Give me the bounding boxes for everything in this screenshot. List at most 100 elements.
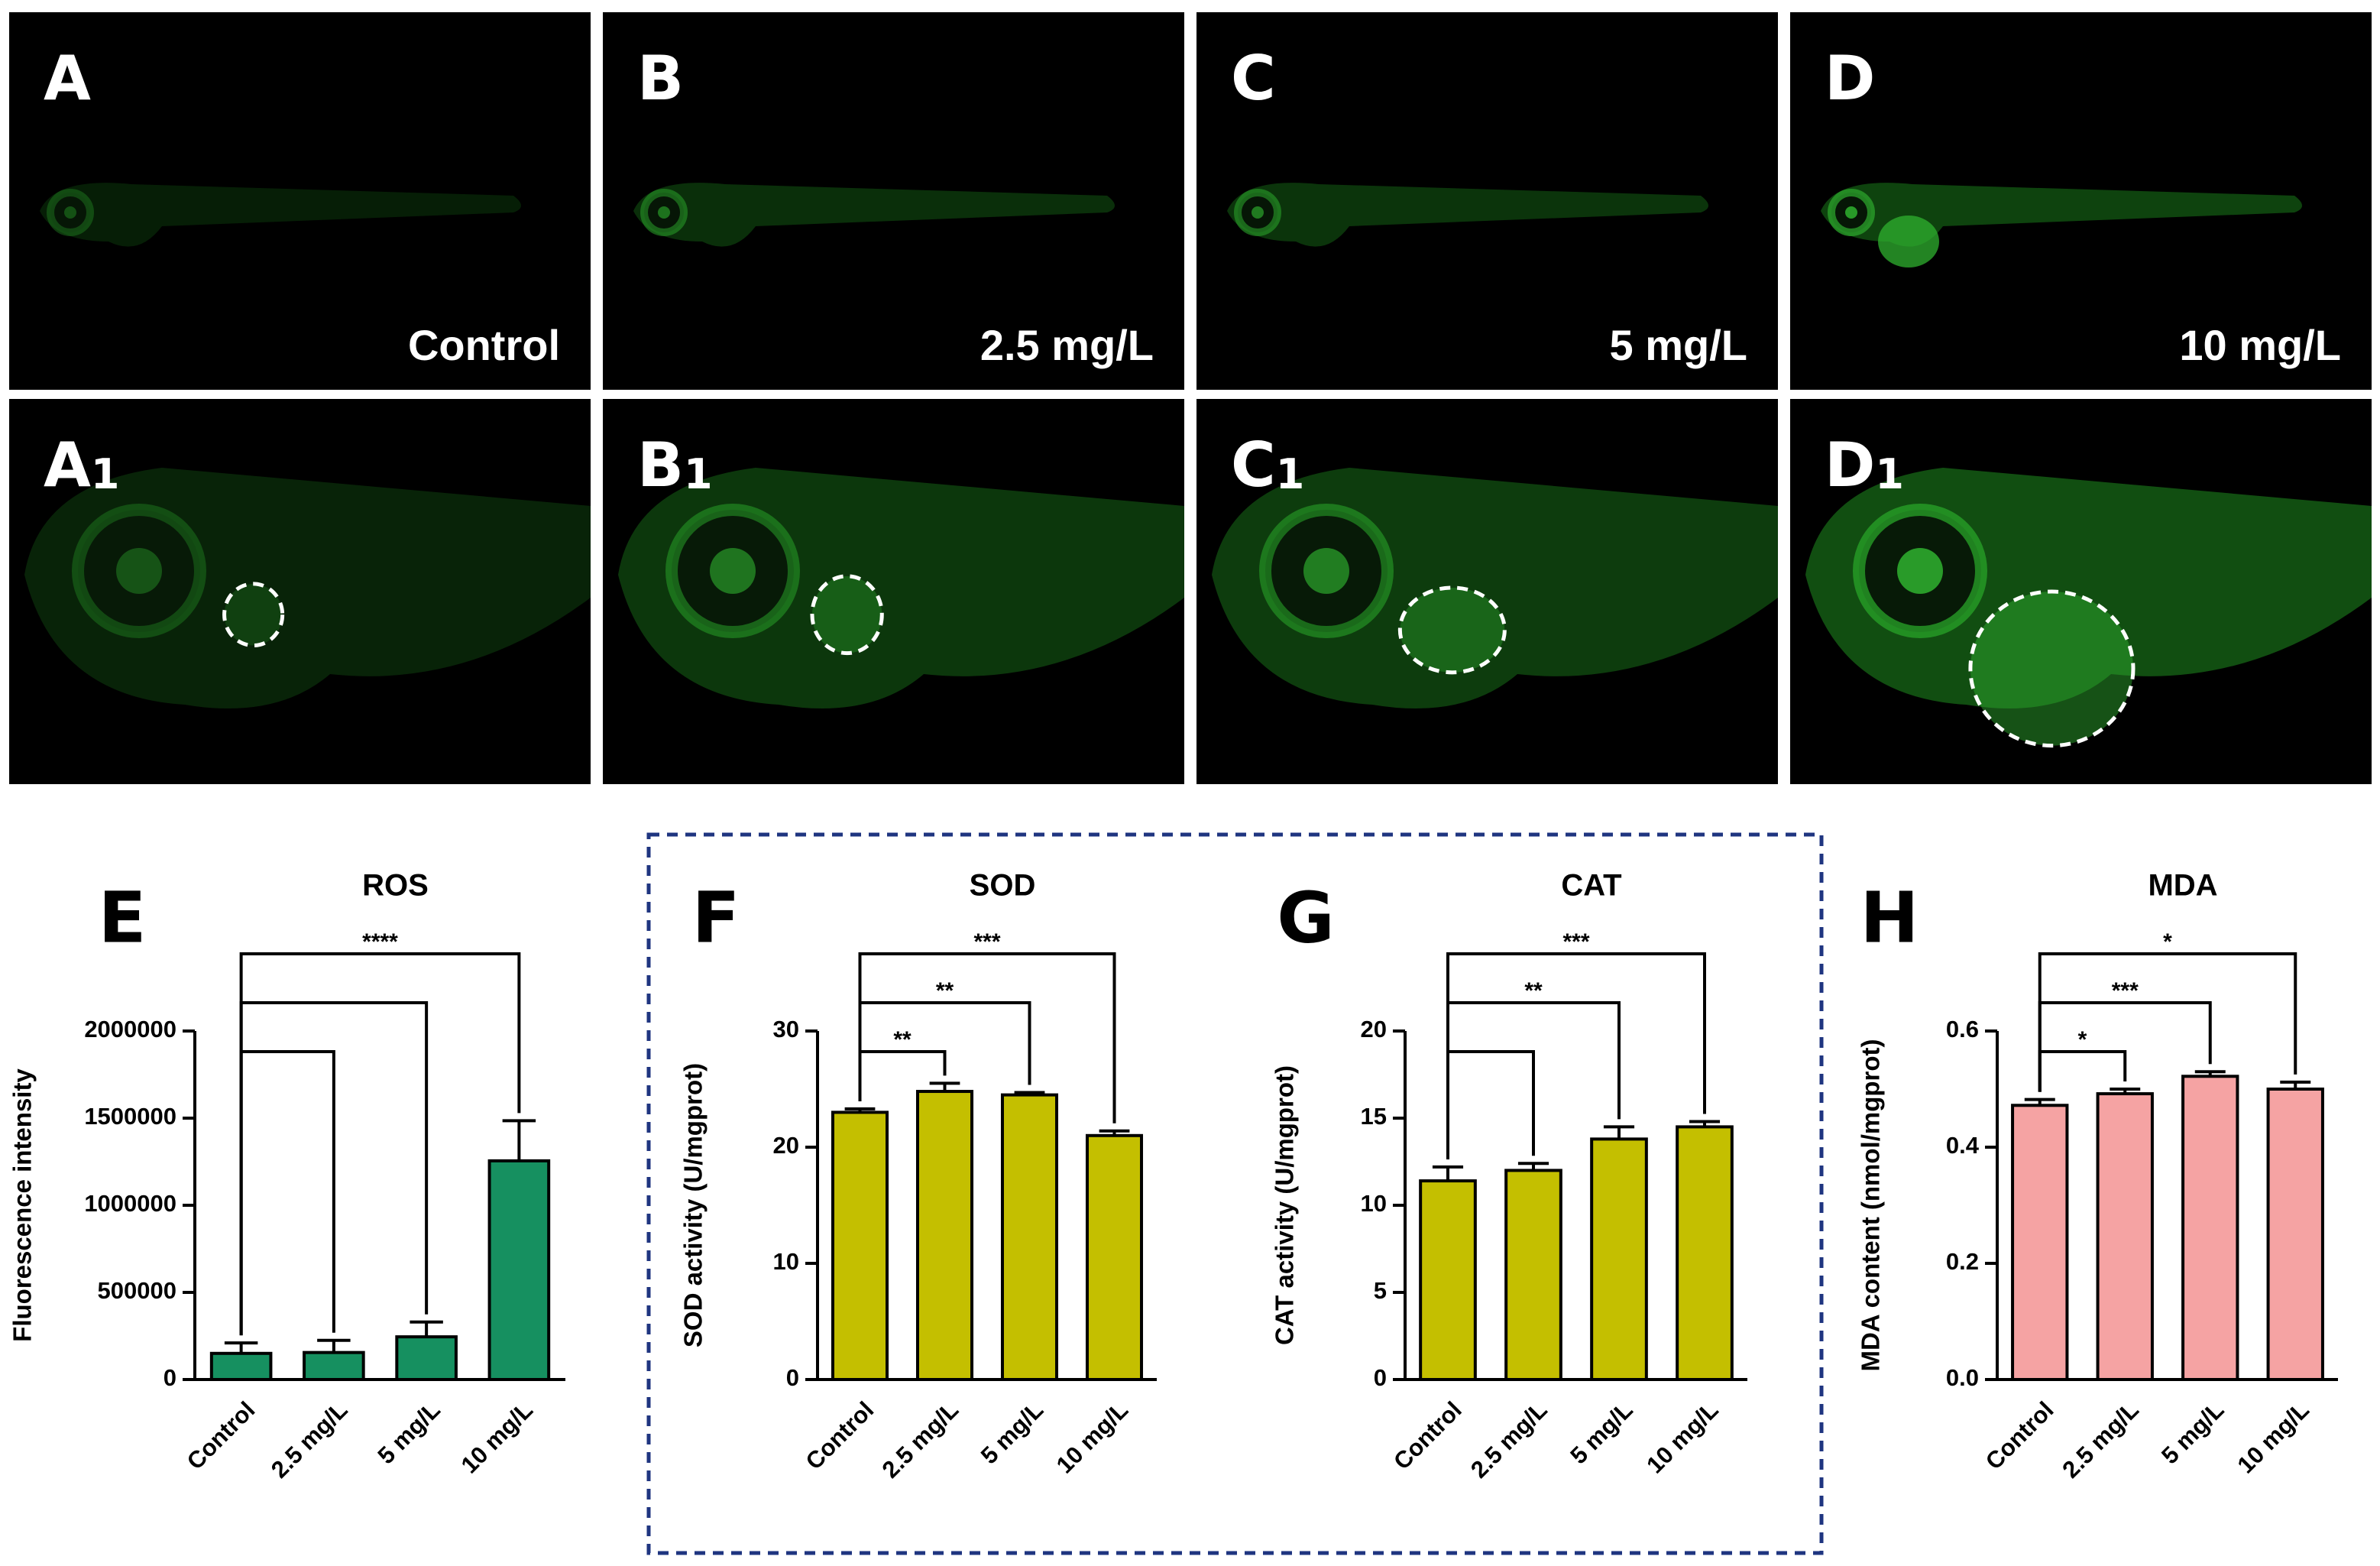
fish-pupil xyxy=(1303,548,1349,594)
fish-eye xyxy=(72,504,206,638)
y-tick-label: 500000 xyxy=(98,1277,176,1304)
y-axis-label: SOD activity (U/mgprot) xyxy=(679,1063,708,1347)
chart-title: CAT xyxy=(1561,869,1621,903)
image-background xyxy=(9,12,591,390)
significance-label: *** xyxy=(973,929,1000,955)
image-caption: 5 mg/L xyxy=(1610,321,1747,369)
fish-pupil xyxy=(1845,206,1857,219)
bar xyxy=(831,1110,889,1382)
y-tick-label: 20 xyxy=(1361,1016,1387,1042)
image-background xyxy=(1790,12,2372,390)
image-background xyxy=(603,12,1184,390)
bar xyxy=(487,1159,551,1381)
x-tick-label: 10 mg/L xyxy=(1641,1396,1724,1479)
zoom-panel: C1 xyxy=(1196,399,1778,784)
y-axis-label: CAT activity (U/mgprot) xyxy=(1271,1065,1299,1345)
image-label: B1 xyxy=(637,430,713,501)
image-label: D1 xyxy=(1825,430,1904,501)
bar xyxy=(2011,1104,2069,1382)
image-caption: Control xyxy=(408,321,560,369)
chart-title: SOD xyxy=(970,869,1036,903)
fish-pupil xyxy=(116,548,162,594)
y-tick-label: 2000000 xyxy=(84,1016,176,1042)
x-tick-label: 5 mg/L xyxy=(1565,1396,1637,1469)
significance-label: ** xyxy=(1524,978,1543,1003)
bar xyxy=(1085,1133,1144,1382)
y-tick-label: 0.4 xyxy=(1946,1132,1980,1159)
significance-bracket xyxy=(2038,1050,2127,1092)
fish-body xyxy=(633,183,1115,247)
y-tick-label: 30 xyxy=(773,1016,799,1042)
fish-body xyxy=(1227,183,1708,247)
label-subscript: 1 xyxy=(1276,450,1305,498)
x-tick-label: 5 mg/L xyxy=(976,1396,1048,1469)
label-letter: B xyxy=(637,430,684,501)
yolk-outline xyxy=(1968,589,2136,748)
panel-letter: E xyxy=(99,877,147,958)
bar xyxy=(303,1350,365,1382)
fish-yolk xyxy=(1878,216,1939,267)
significance-label: *** xyxy=(1562,929,1589,955)
image-label: C1 xyxy=(1231,430,1304,501)
panel-letter: H xyxy=(1860,877,1919,958)
bar xyxy=(395,1335,458,1382)
significance-bracket xyxy=(2038,952,2297,1092)
significance-bracket xyxy=(1446,1050,1535,1159)
bar xyxy=(2096,1092,2154,1381)
bar xyxy=(1590,1137,1648,1381)
y-tick-label: 15 xyxy=(1361,1103,1387,1130)
y-tick-label: 20 xyxy=(773,1132,799,1159)
y-tick-label: 0.6 xyxy=(1946,1016,1979,1042)
y-tick-label: 10 xyxy=(1361,1190,1387,1217)
significance-label: * xyxy=(2163,929,2172,955)
x-tick-label: 5 mg/L xyxy=(2156,1396,2229,1469)
y-tick-label: 10 xyxy=(773,1248,799,1275)
image-panel: A Control xyxy=(9,12,591,390)
image-label: B xyxy=(637,43,684,114)
y-tick-label: 0.2 xyxy=(1946,1248,1979,1275)
significance-label: *** xyxy=(2112,978,2139,1003)
image-panel: C 5 mg/L xyxy=(1196,12,1778,390)
image-panel: B 2.5 mg/L xyxy=(603,12,1184,390)
label-subscript: 1 xyxy=(91,450,120,498)
image-label: C xyxy=(1231,43,1276,114)
x-tick-label: 10 mg/L xyxy=(1051,1396,1134,1479)
significance-bracket xyxy=(239,1050,335,1336)
bar xyxy=(2181,1075,2239,1382)
fish-body xyxy=(40,183,521,247)
panel-letter: F xyxy=(692,877,740,958)
significance-bracket xyxy=(858,952,1116,1123)
y-tick-label: 0 xyxy=(164,1364,176,1391)
image-caption: 10 mg/L xyxy=(2179,321,2341,369)
image-label: A xyxy=(44,43,91,114)
yolk-outline xyxy=(810,574,884,656)
zoom-panel: A1 xyxy=(9,399,591,784)
bar xyxy=(915,1090,974,1382)
y-tick-label: 1500000 xyxy=(84,1103,176,1130)
x-tick-label: 2.5 mg/L xyxy=(266,1396,353,1483)
y-tick-label: 5 xyxy=(1374,1277,1387,1304)
fish-pupil xyxy=(1897,548,1943,594)
bar xyxy=(1676,1125,1734,1382)
image-label: D xyxy=(1825,43,1875,114)
bar xyxy=(1504,1169,1562,1382)
y-tick-label: 1000000 xyxy=(84,1190,176,1217)
chart-title: MDA xyxy=(2148,869,2217,903)
y-axis-label: MDA content (nmol/mgprot) xyxy=(1857,1039,1885,1371)
significance-label: * xyxy=(2078,1027,2087,1052)
x-tick-label: 10 mg/L xyxy=(2232,1396,2314,1479)
significance-label: **** xyxy=(362,929,398,955)
label-letter: A xyxy=(44,430,91,501)
y-axis-label: Fluorescence intensity xyxy=(8,1068,37,1342)
zoom-panel: B1 xyxy=(603,399,1184,784)
image-panel: D 10 mg/L xyxy=(1790,12,2372,390)
significance-label: ** xyxy=(893,1027,912,1052)
significance-bracket xyxy=(239,952,521,1336)
y-tick-label: 0 xyxy=(786,1364,799,1391)
label-letter: D xyxy=(1825,430,1875,501)
bar xyxy=(1000,1093,1059,1381)
fish-body xyxy=(1821,183,2302,247)
x-tick-label: Control xyxy=(182,1396,261,1475)
